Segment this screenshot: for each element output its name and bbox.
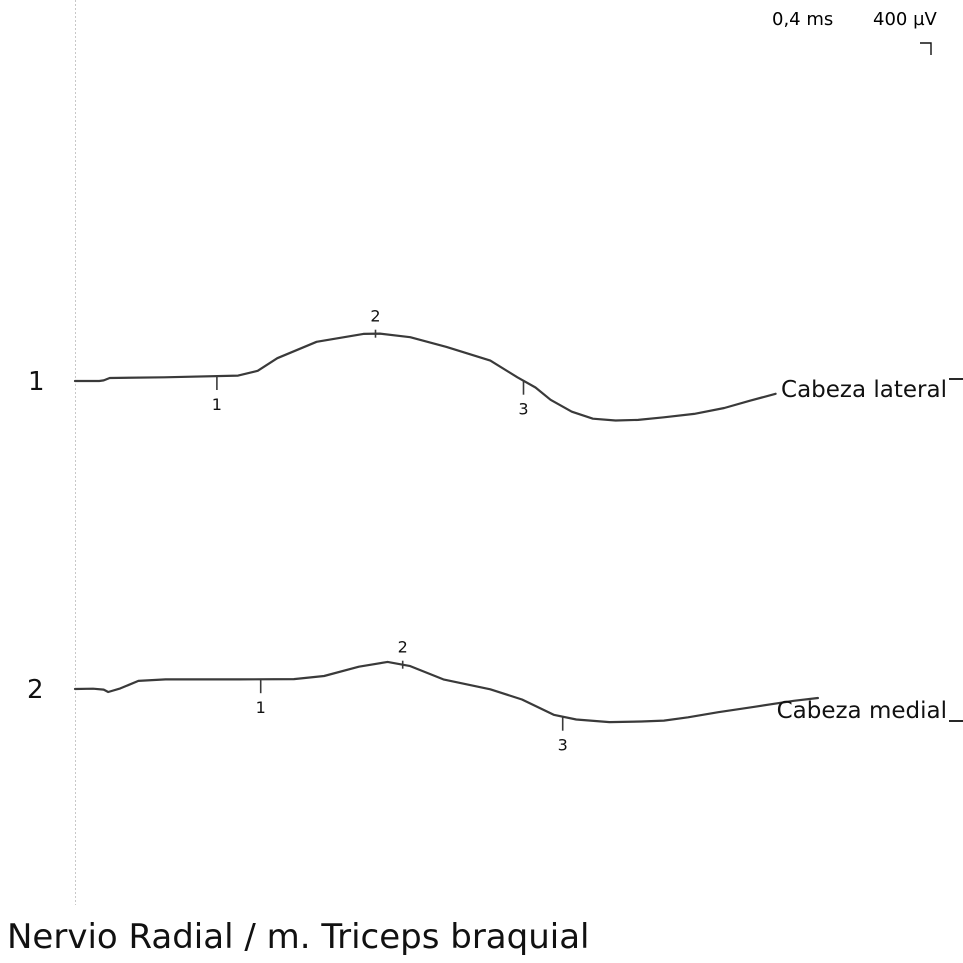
trace-line-2 bbox=[73, 660, 819, 724]
trace-1-marker-2-label: 2 bbox=[370, 307, 380, 326]
traces-group: 1 2 3 1 Cabeza lateral 1 2 3 2 Cabeza medial bbox=[27, 307, 963, 755]
trace-number-2: 2 bbox=[27, 675, 44, 705]
trace-1-marker-1-label: 1 bbox=[212, 395, 222, 414]
trace-1-marker-3-label: 3 bbox=[518, 400, 528, 419]
trace-number-1: 1 bbox=[28, 367, 45, 397]
trace-2-marker-3-label: 3 bbox=[558, 736, 568, 755]
trace-line-1 bbox=[73, 332, 777, 422]
trace-2-marker-2-label: 2 bbox=[398, 638, 408, 657]
trace-name-2: Cabeza medial bbox=[777, 698, 947, 724]
trace-name-1: Cabeza lateral bbox=[781, 377, 947, 403]
scale-bar-icon bbox=[920, 42, 932, 55]
amplitude-scale-label: 400 µV bbox=[873, 9, 938, 30]
trace-2-marker-1-label: 1 bbox=[256, 698, 266, 717]
time-scale-label: 0,4 ms bbox=[772, 9, 833, 30]
chart-title: Nervio Radial / m. Triceps braquial bbox=[7, 917, 590, 957]
